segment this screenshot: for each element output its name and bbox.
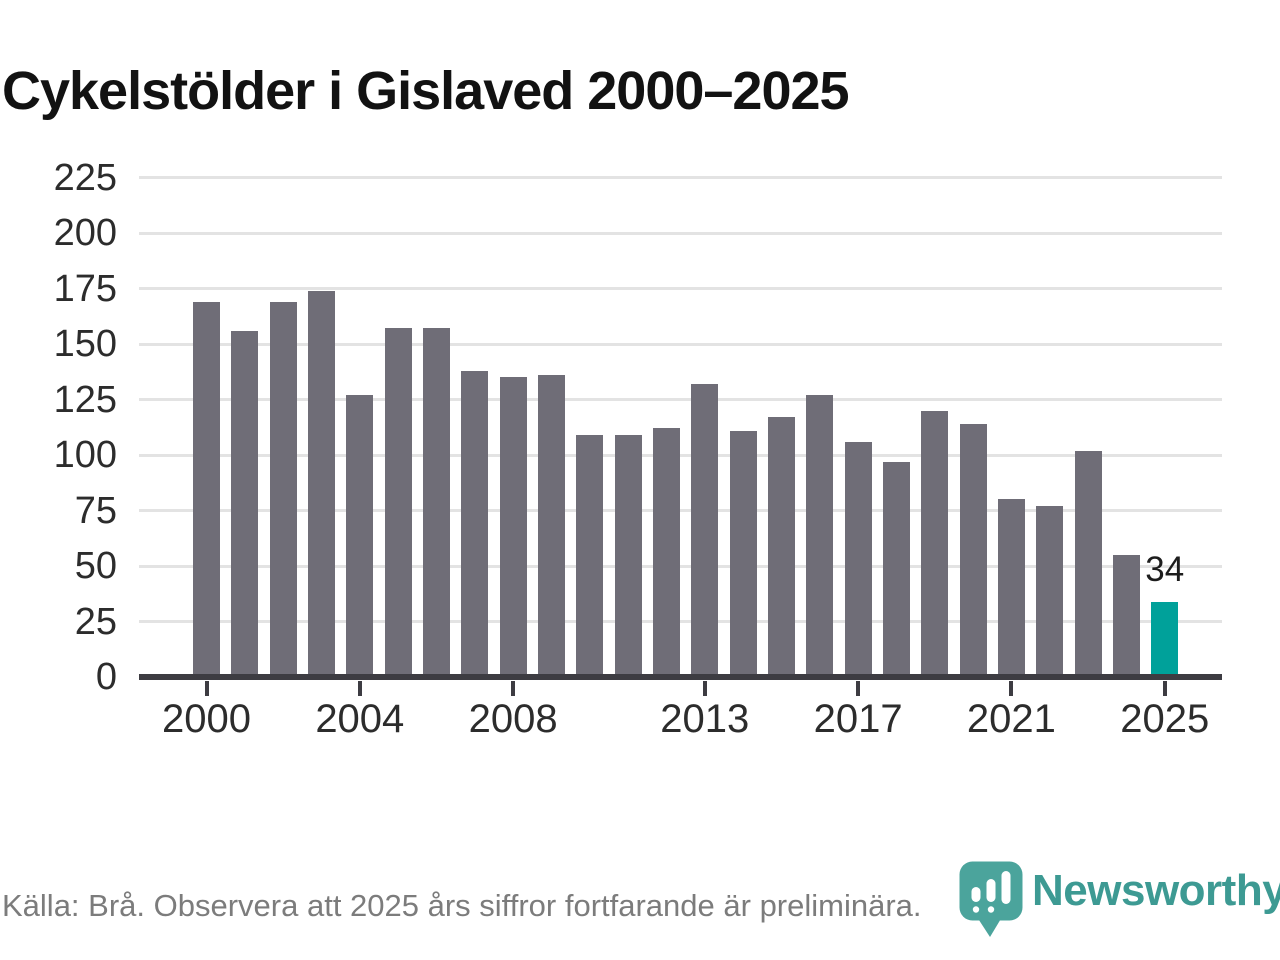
bar-2016 — [806, 395, 834, 677]
bar-2002 — [269, 301, 297, 677]
x-axis-label-2004: 2004 — [315, 697, 405, 741]
gridline-125 — [139, 398, 1222, 401]
newsworthy-pin-chart-icon — [959, 861, 1023, 937]
x-axis-label-2013: 2013 — [660, 697, 750, 741]
gridline-100 — [139, 453, 1222, 457]
bar-2018 — [882, 461, 910, 677]
gridline-75 — [139, 509, 1222, 512]
x-tick-2021 — [1009, 681, 1014, 696]
bar-2014 — [729, 430, 757, 677]
y-axis-label-100: 100 — [53, 434, 117, 476]
gridline-200 — [139, 231, 1222, 235]
x-tick-2000 — [204, 681, 209, 696]
y-axis-label-175: 175 — [53, 267, 117, 310]
gridline-25 — [139, 620, 1222, 623]
x-tick-2017 — [856, 681, 861, 696]
bar-2021 — [997, 499, 1025, 677]
chart-plot-area: 34 — [139, 160, 1222, 696]
bar-2004 — [346, 395, 374, 677]
bar-2010 — [576, 435, 604, 677]
page-title: Cykelstölder i Gislaved 2000–2025 — [2, 61, 850, 122]
bar-2015 — [767, 417, 795, 677]
bar-2019 — [921, 410, 949, 677]
gridline-150 — [139, 342, 1222, 346]
bar-2001 — [231, 330, 259, 677]
source-note: Källa: Brå. Observera att 2025 års siffr… — [2, 888, 922, 923]
bar-2003 — [307, 290, 335, 677]
y-axis-label-50: 50 — [74, 545, 117, 587]
y-axis-label-150: 150 — [53, 323, 117, 365]
x-axis-label-2008: 2008 — [468, 697, 558, 741]
x-axis-label-2025: 2025 — [1120, 697, 1210, 741]
bar-2023 — [1074, 450, 1102, 677]
newsworthy-wordmark: Newsworthy — [1032, 866, 1280, 915]
bar-2005 — [384, 328, 412, 677]
bar-2006 — [422, 328, 450, 677]
bar-value-label-2025: 34 — [1145, 549, 1185, 589]
newsworthy-logo: Newsworthy — [958, 858, 1280, 948]
bar-2022 — [1036, 506, 1064, 677]
bar-2009 — [537, 375, 565, 677]
gridline-50 — [139, 564, 1222, 568]
x-axis-label-2000: 2000 — [162, 697, 251, 741]
x-tick-2004 — [357, 681, 362, 696]
x-axis-label-2021: 2021 — [966, 697, 1056, 741]
bar-2017 — [844, 441, 872, 677]
bar-2013 — [691, 383, 719, 677]
x-tick-2013 — [702, 681, 707, 696]
bar-2008 — [499, 377, 527, 677]
y-axis-label-25: 25 — [74, 600, 117, 643]
x-tick-2025 — [1162, 681, 1167, 696]
y-axis-label-200: 200 — [53, 212, 117, 254]
y-axis-label-75: 75 — [74, 489, 117, 532]
y-axis-label-225: 225 — [53, 156, 117, 199]
bar-2007 — [461, 370, 489, 677]
gridline-225 — [139, 176, 1222, 179]
bar-2011 — [614, 435, 642, 677]
bar-2012 — [652, 428, 680, 677]
x-axis-line — [139, 674, 1222, 680]
bar-2025 — [1151, 601, 1179, 677]
bar-2000 — [193, 301, 220, 677]
y-axis-label-125: 125 — [53, 378, 117, 421]
bar-2024 — [1112, 554, 1140, 677]
x-axis-label-2017: 2017 — [813, 697, 903, 741]
x-tick-2008 — [511, 681, 516, 696]
gridline-175 — [139, 287, 1222, 290]
y-axis-label-0: 0 — [95, 656, 117, 698]
bar-2020 — [959, 423, 987, 677]
